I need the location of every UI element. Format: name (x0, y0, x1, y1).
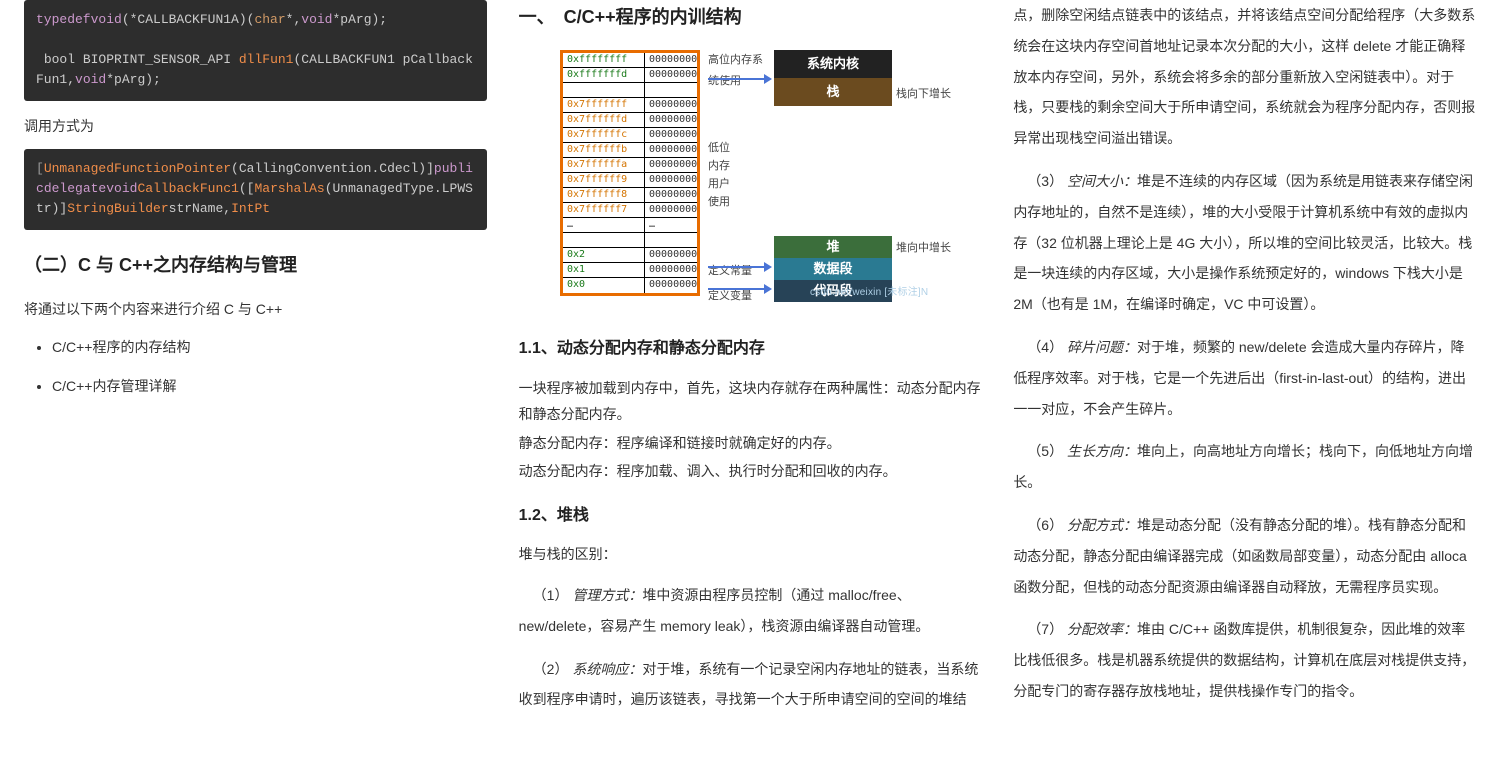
subheading-1-2: 1.2、堆栈 (519, 501, 982, 531)
numbered-item: （4） 碎片问题：对于堆，频繁的 new/delete 会造成大量内存碎片，降低… (1013, 332, 1476, 424)
paragraph-1-1: 一块程序被加载到内存中，首先，这块内存就存在两种属性：动态分配内存和静态分配内存… (519, 375, 982, 485)
numbered-item: （1） 管理方式：堆中资源由程序员控制（通过 malloc/free、new/d… (519, 580, 982, 642)
numbered-item: （3） 空间大小：堆是不连续的内存区域（因为系统是用链表来存储空闲内存地址的，自… (1013, 166, 1476, 320)
code-block-1: typedefvoid(*CALLBACKFUN1A)(char*,void*p… (24, 0, 487, 101)
intro-paragraph: 将通过以下两个内容来进行介绍 C 与 C++ (24, 296, 487, 323)
heading-memory: （二）C 与 C++之内存结构与管理 (24, 248, 487, 282)
bullet-list: C/C++程序的内存结构 C/C++内存管理详解 (24, 334, 487, 399)
call-label: 调用方式为 (24, 113, 487, 140)
list-item: C/C++程序的内存结构 (52, 334, 487, 361)
subheading-1-1: 1.1、动态分配内存和静态分配内存 (519, 334, 982, 364)
list-item: C/C++内存管理详解 (52, 373, 487, 400)
numbered-item: （6） 分配方式：堆是动态分配（没有静态分配的堆）。栈有静态分配和动态分配，静态… (1013, 510, 1476, 602)
numbered-item: （5） 生长方向：堆向上，向高地址方向增长；栈向下，向低地址方向增长。 (1013, 436, 1476, 498)
section-1-heading: 一、 C/C++程序的内训结构 (519, 0, 982, 34)
memory-diagram: 0xffffffff000000000xfffffffd000000000x7f… (560, 48, 940, 318)
heap-stack-lead: 堆与栈的区别： (519, 541, 982, 568)
numbered-item: （7） 分配效率：堆由 C/C++ 函数库提供，机制很复杂，因此堆的效率比栈低很… (1013, 614, 1476, 706)
code-block-2: [UnmanagedFunctionPointer(CallingConvent… (24, 149, 487, 229)
